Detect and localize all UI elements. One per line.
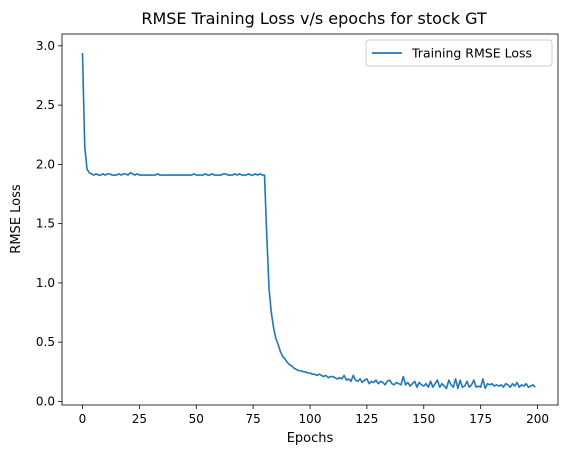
y-tick-label: 0.0 [36,394,55,408]
y-tick-label: 2.0 [36,157,55,171]
x-tick-label: 100 [299,412,322,426]
y-tick-label: 2.5 [36,98,55,112]
x-tick-label: 125 [355,412,378,426]
y-tick-label: 1.0 [36,276,55,290]
y-tick-label: 3.0 [36,39,55,53]
x-tick-label: 50 [189,412,204,426]
x-tick-label: 150 [412,412,435,426]
x-tick-label: 0 [79,412,87,426]
series-line-training-rmse-loss [81,52,536,390]
legend: Training RMSE Loss [365,39,553,67]
axes-frame [61,33,559,406]
x-axis-label: Epochs [287,431,334,446]
x-axis: 0 25 50 75 100 125 150 175 200 [79,405,549,426]
x-tick-label: 75 [245,412,260,426]
plot-area [61,33,559,406]
y-tick-label: 1.5 [36,217,55,231]
y-tick-label: 0.5 [36,335,55,349]
y-axis-label: RMSE Loss [9,184,24,254]
legend-box [365,39,553,67]
series-group [81,52,536,390]
x-tick-label: 175 [469,412,492,426]
x-tick-label: 25 [132,412,147,426]
x-tick-label: 200 [526,412,549,426]
y-axis: 0.0 0.5 1.0 1.5 2.0 2.5 3.0 [36,39,62,408]
legend-label: Training RMSE Loss [411,46,532,61]
chart-title: RMSE Training Loss v/s epochs for stock … [141,9,487,28]
